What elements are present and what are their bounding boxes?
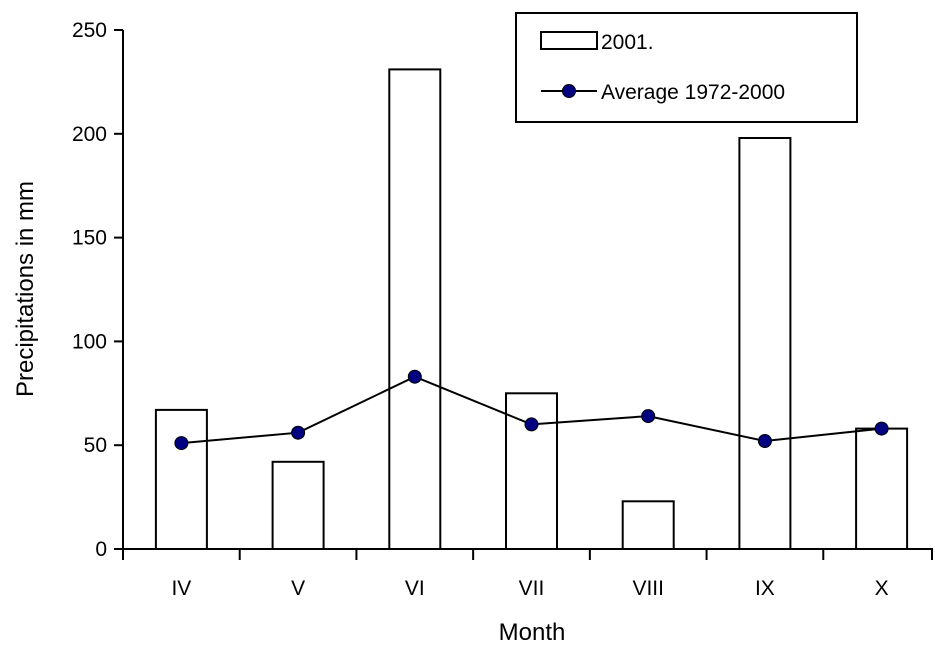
average-point-VI [407, 369, 422, 384]
average-point-VIII [641, 409, 656, 424]
y-axis-title: Precipitations in mm [12, 181, 39, 397]
y-tick-label-50: 50 [84, 434, 107, 457]
legend: 2001. Average 1972-2000 [515, 12, 858, 123]
bar-V [271, 460, 325, 550]
y-tick-label-250: 250 [72, 19, 107, 42]
y-tick-label-100: 100 [72, 330, 107, 353]
bars-layer [154, 68, 909, 551]
legend-box [515, 12, 858, 123]
x-axis-title: Month [499, 619, 566, 646]
bar-X [855, 427, 909, 551]
x-tick-label-VIII: VIII [632, 577, 664, 600]
average-point-IV [174, 436, 189, 451]
x-tick-label-IX: IX [755, 577, 775, 600]
x-tick-label-VI: VI [405, 577, 425, 600]
y-tick-label-0: 0 [95, 538, 107, 561]
average-point-VII [524, 417, 539, 432]
axes-layer: 0 50 100 150 200 250 IV V VI VII VIII IX X [72, 19, 933, 600]
x-tick-label-IV: IV [171, 577, 191, 600]
average-point-V [291, 425, 306, 440]
legend-marker [562, 84, 576, 98]
x-tick-label-VII: VII [519, 577, 545, 600]
bar-IV [154, 408, 208, 550]
bar-IX [738, 137, 792, 550]
legend-bar-swatch [540, 31, 598, 50]
average-point-IX [757, 434, 772, 448]
line-layer [174, 369, 889, 451]
legend-label-average: Average 1972-2000 [601, 81, 785, 104]
x-tick-label-X: X [875, 577, 889, 600]
x-tick-label-V: V [291, 577, 305, 600]
bar-VIII [621, 500, 675, 550]
average-point-X [874, 421, 889, 436]
y-tick-label-200: 200 [72, 123, 107, 146]
bar-VI [388, 68, 442, 551]
legend-label-2001: 2001. [601, 31, 654, 54]
y-tick-label-150: 150 [72, 227, 107, 250]
